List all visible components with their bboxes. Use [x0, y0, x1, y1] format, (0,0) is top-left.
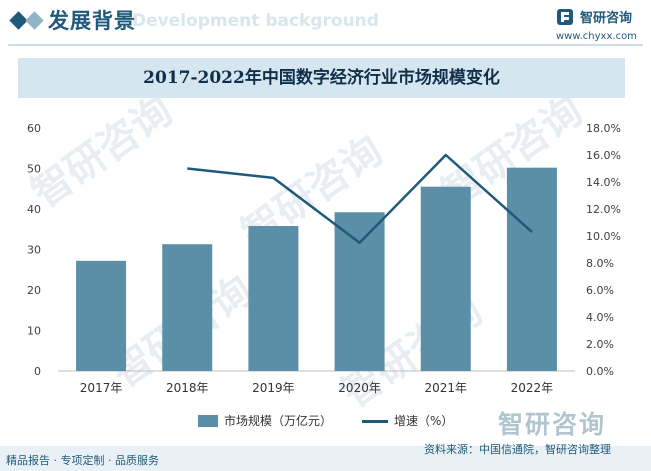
- footer-band: [0, 446, 651, 471]
- chart-title: 2017-2022年中国数字经济行业市场规模变化: [143, 68, 500, 88]
- diamond-icon: [9, 11, 44, 30]
- series-line-growth: [187, 153, 533, 245]
- x-axis-tick-label: 2019年: [252, 381, 295, 395]
- y-axis-right-tick-label: 2.0%: [586, 338, 614, 351]
- brand-logo-icon: [557, 9, 573, 25]
- y-axis-right-tick-label: 18.0%: [586, 122, 621, 135]
- y-axis-right-tick-label: 16.0%: [586, 149, 621, 162]
- y-axis-right-tick-label: 14.0%: [586, 176, 621, 189]
- section-title-english: Development background: [132, 11, 379, 31]
- bar: [248, 226, 299, 371]
- x-axis-tick-label: 2022年: [511, 381, 554, 395]
- y-axis-left-tick-label: 30: [27, 244, 41, 257]
- footer-brand-watermark: 智研咨询: [498, 410, 607, 439]
- bar: [334, 212, 385, 371]
- y-axis-left-tick-label: 60: [27, 122, 41, 135]
- y-axis-right-tick-label: 4.0%: [586, 311, 614, 324]
- y-axis-right-tick-label: 6.0%: [586, 284, 614, 297]
- footer-source: 资料来源：中国信通院，智研咨询整理: [424, 443, 611, 456]
- x-axis-tick-label: 2021年: [424, 381, 467, 395]
- bar: [162, 244, 213, 371]
- header-divider: [8, 44, 643, 46]
- section-title: 发展背景: [48, 9, 136, 33]
- legend-swatch-bar: [198, 415, 218, 427]
- y-axis-right-tick-label: 12.0%: [586, 203, 621, 216]
- y-axis-left-tick-label: 10: [27, 325, 41, 338]
- y-axis-left-tick-label: 0: [34, 365, 41, 378]
- brand-url[interactable]: www.chyxx.com: [556, 31, 637, 42]
- bar: [420, 186, 471, 371]
- bar: [76, 260, 127, 371]
- x-axis-tick-label: 2018年: [166, 381, 209, 395]
- y-axis-right-tick-label: 0.0%: [586, 365, 614, 378]
- legend-swatch-line: [362, 420, 388, 423]
- x-axis-tick-label: 2017年: [80, 381, 123, 395]
- x-axis-tick-label: 2020年: [338, 381, 381, 395]
- y-axis-right-tick-label: 8.0%: [586, 257, 614, 270]
- brand-name: 智研咨询: [580, 11, 633, 26]
- y-axis-right-tick-label: 10.0%: [586, 230, 621, 243]
- bar: [506, 167, 557, 371]
- legend-label: 增速（%）: [394, 414, 454, 428]
- y-axis-left-tick-label: 20: [27, 284, 41, 297]
- y-axis-left-tick-label: 50: [27, 163, 41, 176]
- page-header: Development background 发展背景 智研咨询 www.chy…: [0, 0, 651, 50]
- footer-slogan: 精品报告 · 专项定制 · 品质服务: [6, 454, 159, 467]
- legend-label: 市场规模（万亿元）: [224, 414, 333, 428]
- y-axis-left-tick-label: 40: [27, 203, 41, 216]
- chart-title-band: [18, 58, 625, 98]
